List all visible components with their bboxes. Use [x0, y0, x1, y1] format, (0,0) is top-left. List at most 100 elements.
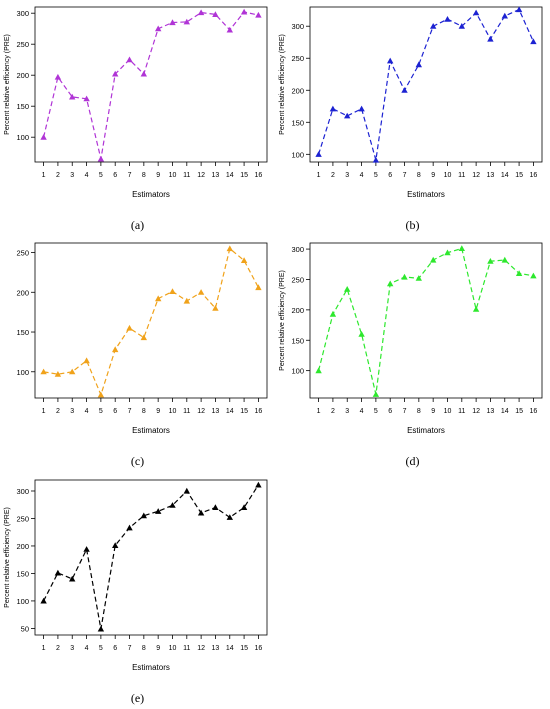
- y-axis-title: Percent relative efficiency (PRE): [4, 507, 11, 608]
- x-tick-label: 4: [85, 408, 89, 415]
- plot-frame: [309, 242, 543, 399]
- data-point-marker: [40, 597, 47, 604]
- data-point-marker: [183, 487, 190, 494]
- data-point-marker: [140, 70, 147, 77]
- y-tick-label: 150: [291, 336, 304, 345]
- data-point-marker: [444, 16, 451, 22]
- x-tick-label: 11: [183, 172, 190, 179]
- x-tick-label: 9: [156, 408, 160, 415]
- x-tick-label: 12: [197, 645, 205, 652]
- data-point-marker: [97, 155, 105, 162]
- x-tick-label: 14: [226, 172, 234, 179]
- data-point-marker: [472, 9, 480, 16]
- data-point-marker: [515, 270, 523, 276]
- data-point-marker: [358, 331, 365, 337]
- x-tick-label: 10: [169, 645, 177, 652]
- data-point-marker: [69, 93, 76, 100]
- data-point-marker: [126, 524, 133, 531]
- x-axis-title: Estimators: [132, 426, 170, 435]
- x-axis-title: Estimators: [407, 426, 445, 435]
- x-tick-label: 1: [42, 172, 46, 179]
- x-tick-label: 6: [113, 645, 117, 652]
- x-tick-label: 8: [142, 408, 146, 415]
- y-tick-label: 300: [291, 22, 304, 31]
- y-axis-title: Percent relative efficiency (PRE): [279, 34, 286, 135]
- x-tick-label: 3: [70, 645, 74, 652]
- data-point-marker: [54, 569, 62, 576]
- data-point-marker: [358, 105, 365, 112]
- x-axis-title: Estimators: [132, 663, 170, 672]
- data-point-marker: [40, 134, 47, 140]
- x-tick-label: 10: [444, 408, 452, 415]
- data-point-marker: [183, 297, 190, 304]
- x-tick-label: 16: [255, 408, 263, 415]
- data-point-marker: [112, 70, 119, 77]
- data-point-marker: [183, 18, 190, 25]
- x-tick-label: 3: [70, 172, 74, 179]
- data-point-marker: [197, 9, 205, 16]
- data-point-marker: [83, 95, 90, 102]
- y-axis-title: Percent relative efficiency (PRE): [279, 270, 286, 371]
- caption-c: (c): [130, 454, 145, 468]
- y-tick-label: 250: [16, 40, 29, 49]
- x-tick-label: 8: [417, 172, 421, 179]
- y-tick-label: 150: [16, 102, 29, 111]
- data-point-marker: [487, 258, 494, 264]
- data-point-marker: [226, 514, 233, 520]
- x-axis-title: Estimators: [407, 190, 445, 199]
- data-point-marker: [197, 289, 205, 295]
- data-point-marker: [169, 288, 176, 294]
- x-tick-label: 15: [515, 408, 523, 415]
- data-point-marker: [240, 504, 248, 510]
- x-tick-label: 3: [70, 408, 74, 415]
- y-tick-label: 150: [16, 328, 29, 337]
- x-tick-label: 9: [431, 408, 435, 415]
- caption-b: (b): [405, 218, 420, 232]
- x-tick-label: 2: [56, 172, 60, 179]
- x-tick-label: 4: [85, 172, 89, 179]
- data-point-marker: [401, 273, 408, 280]
- data-point-marker: [97, 391, 105, 398]
- caption-a: (a): [130, 218, 145, 232]
- y-tick-label: 100: [16, 597, 29, 606]
- x-tick-label: 5: [374, 172, 378, 179]
- y-tick-label: 100: [16, 133, 29, 142]
- data-point-marker: [212, 504, 219, 510]
- x-tick-label: 7: [128, 172, 132, 179]
- series-line: [318, 8, 534, 161]
- x-tick-label: 14: [226, 645, 234, 652]
- x-tick-label: 11: [183, 645, 190, 652]
- data-point-marker: [344, 112, 351, 119]
- x-tick-label: 10: [444, 172, 452, 179]
- x-tick-label: 5: [99, 408, 103, 415]
- data-point-marker: [530, 272, 537, 279]
- y-tick-label: 200: [16, 542, 29, 551]
- x-tick-label: 11: [183, 408, 190, 415]
- x-tick-label: 5: [374, 408, 378, 415]
- data-point-marker: [54, 371, 62, 377]
- x-tick-label: 8: [142, 645, 146, 652]
- x-tick-label: 2: [331, 172, 335, 179]
- x-tick-label: 2: [56, 408, 60, 415]
- data-point-marker: [329, 310, 337, 317]
- chart-panel-d: 100 150 200 250 300 1 2 3 4 5 6 7 8 9 10 11 12 13 14 15 16 Es…: [275, 236, 550, 468]
- x-tick-label: 7: [128, 408, 132, 415]
- x-tick-label: 8: [142, 172, 146, 179]
- x-tick-label: 5: [99, 172, 103, 179]
- data-point-marker: [226, 26, 233, 33]
- series-line: [43, 11, 259, 160]
- x-axis-title: Estimators: [132, 190, 170, 199]
- y-tick-label: 100: [16, 368, 29, 377]
- x-tick-label: 1: [42, 645, 46, 652]
- x-tick-label: 6: [388, 408, 392, 415]
- plot-frame: [309, 6, 543, 163]
- data-point-marker: [97, 625, 105, 632]
- x-tick-label: 15: [515, 172, 523, 179]
- data-point-marker: [240, 8, 248, 15]
- y-tick-label: 150: [291, 118, 304, 127]
- x-tick-label: 1: [42, 408, 46, 415]
